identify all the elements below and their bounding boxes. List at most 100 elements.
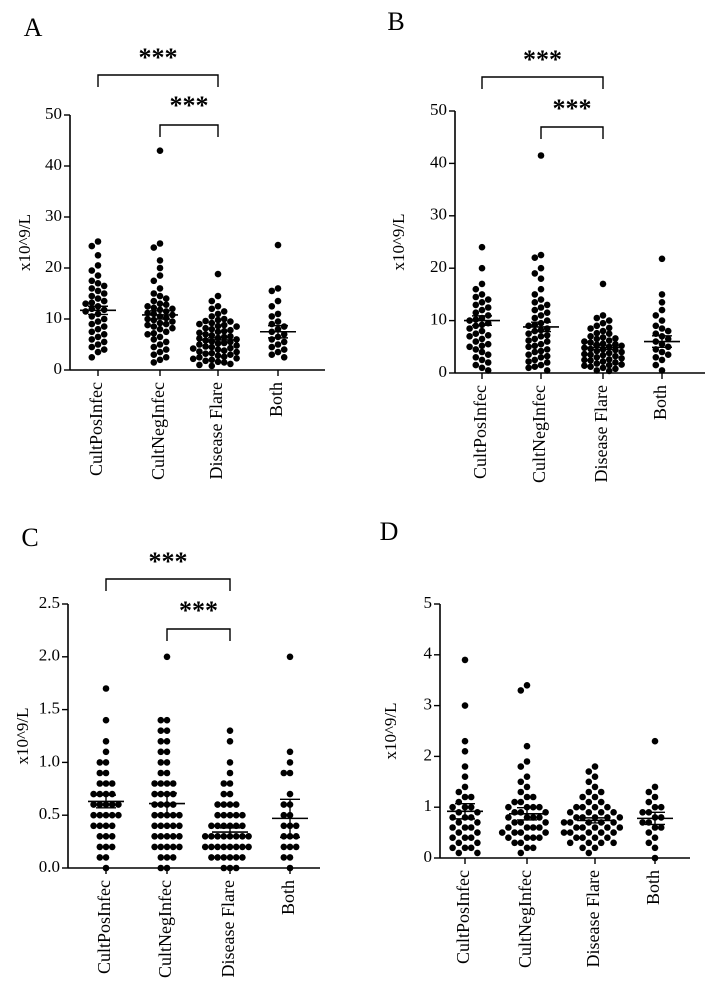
data-point (150, 330, 158, 337)
data-point (517, 687, 525, 694)
panel-label: A (24, 13, 43, 42)
data-point (651, 737, 659, 745)
data-point (150, 359, 158, 366)
data-point (227, 360, 234, 368)
data-point (214, 833, 221, 840)
y-tick-label: 50 (45, 104, 62, 123)
data-point (157, 780, 165, 787)
data-point (220, 811, 228, 819)
data-point (102, 685, 110, 692)
data-point (233, 336, 240, 343)
data-point (286, 854, 294, 861)
data-point (604, 803, 611, 811)
data-point (115, 811, 122, 819)
data-point (226, 790, 234, 798)
data-point (461, 748, 469, 755)
data-point (233, 323, 240, 330)
data-point (472, 361, 480, 369)
data-point (163, 727, 171, 734)
data-point (449, 824, 456, 831)
data-point (605, 330, 613, 338)
data-point (233, 355, 240, 362)
data-point (543, 338, 551, 345)
data-point (657, 814, 665, 821)
data-point (156, 264, 164, 272)
data-point (96, 833, 104, 840)
data-point (537, 312, 545, 319)
x-tick-label: CultNegInfec (529, 385, 549, 483)
data-point (587, 363, 594, 371)
data-point (156, 300, 164, 308)
data-point (196, 354, 203, 361)
panel-label: C (21, 523, 38, 552)
data-point (94, 262, 102, 269)
data-point (108, 801, 116, 808)
data-point (226, 780, 234, 787)
data-point (169, 822, 177, 830)
data-point (156, 341, 164, 348)
y-tick-label: 30 (430, 205, 447, 224)
data-point (94, 272, 102, 279)
data-point (472, 330, 480, 338)
data-point (268, 336, 276, 343)
data-point (537, 152, 545, 159)
data-point (536, 803, 543, 811)
data-point (144, 331, 151, 338)
data-point (268, 351, 276, 359)
data-point (226, 843, 234, 851)
data-point (202, 357, 209, 365)
data-point (449, 844, 456, 852)
data-point (531, 254, 539, 261)
data-point (537, 340, 545, 348)
data-point (280, 338, 288, 346)
data-point (286, 864, 294, 872)
data-point (537, 296, 545, 303)
data-point (511, 829, 518, 836)
data-point (472, 354, 480, 361)
data-point (579, 824, 586, 831)
data-point (157, 727, 165, 734)
data-point (94, 341, 102, 348)
data-point (651, 824, 659, 831)
data-point (484, 340, 492, 348)
data-point (543, 346, 551, 353)
data-point (593, 314, 601, 322)
data-point (658, 317, 666, 324)
data-point (478, 280, 486, 288)
data-point (585, 798, 593, 806)
data-point (176, 822, 183, 830)
data-point (144, 321, 151, 329)
data-point (664, 351, 672, 359)
data-point (525, 364, 532, 372)
data-point (157, 843, 165, 851)
data-point (658, 306, 666, 314)
data-point (157, 864, 165, 872)
data-point (466, 333, 473, 340)
data-point (286, 769, 294, 777)
data-point (591, 834, 599, 841)
data-point (214, 310, 222, 318)
data-point (94, 295, 102, 302)
data-point (652, 312, 660, 319)
data-point (652, 322, 660, 330)
data-point (208, 343, 216, 351)
data-point (220, 347, 228, 354)
x-tick-label: CultPosInfec (86, 382, 106, 476)
data-point (537, 264, 545, 272)
data-point (108, 843, 116, 851)
data-point (639, 819, 646, 826)
data-point (100, 297, 108, 305)
data-point (196, 348, 203, 355)
data-point (151, 811, 158, 819)
data-point (467, 844, 475, 852)
data-point (599, 334, 607, 341)
data-point (645, 839, 653, 847)
data-point (472, 346, 480, 353)
data-point (151, 801, 158, 808)
data-point (467, 824, 475, 831)
data-point (566, 829, 574, 836)
data-point (593, 360, 601, 367)
data-point (90, 790, 97, 798)
data-point (585, 829, 593, 836)
data-point (639, 809, 646, 816)
